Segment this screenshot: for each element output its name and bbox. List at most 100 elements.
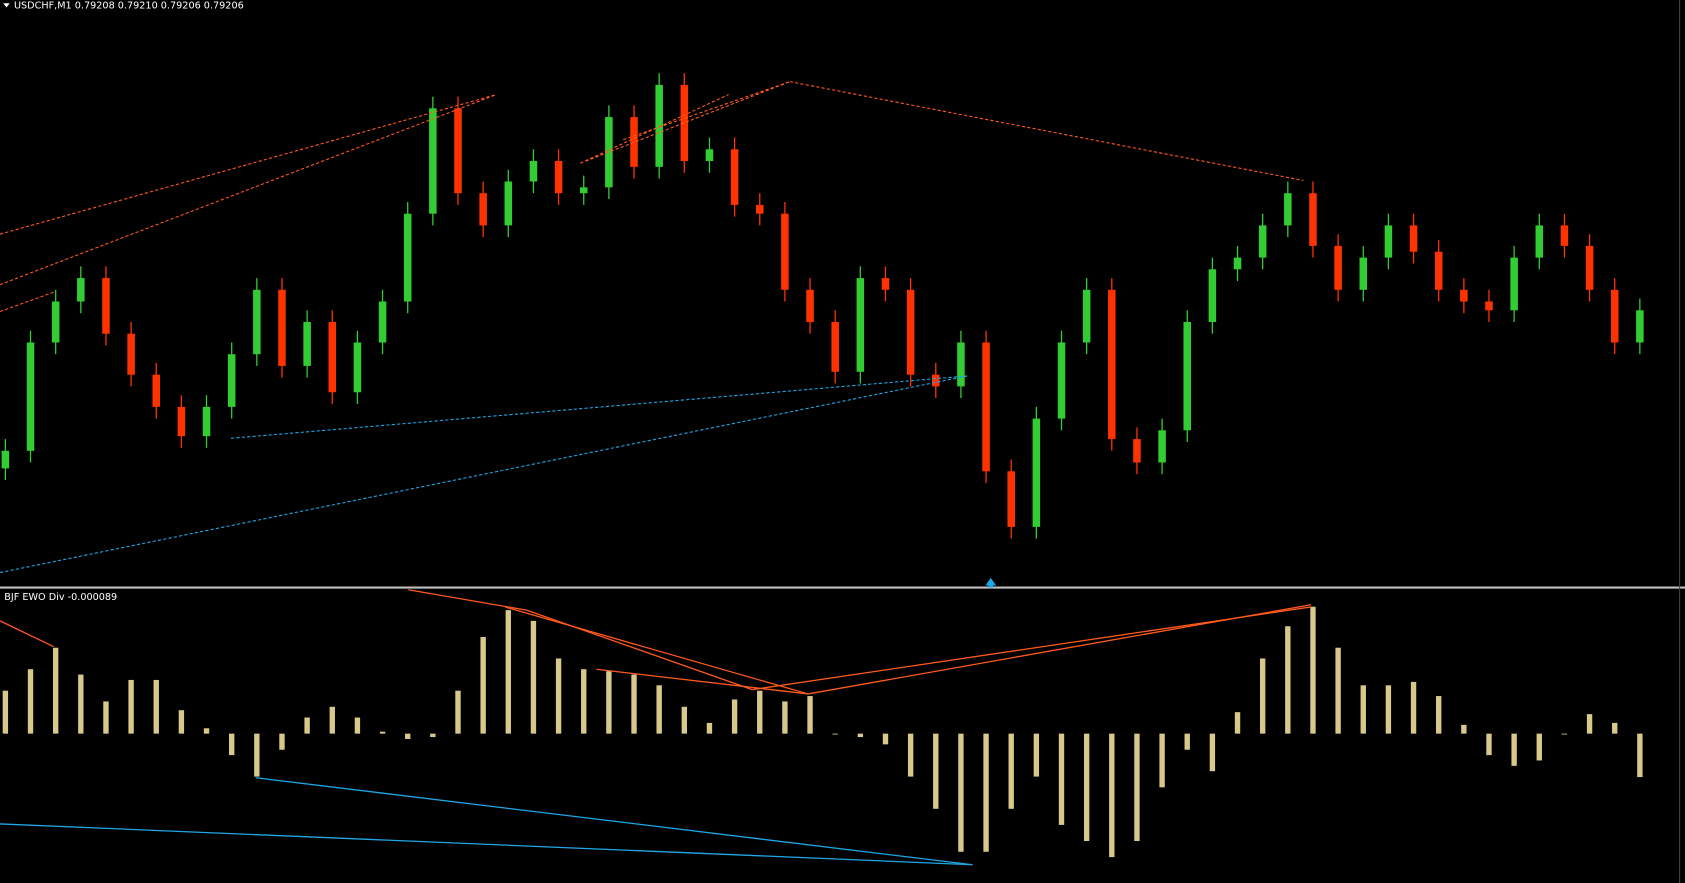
candle-body [429,108,437,214]
candle-body [1284,193,1292,226]
div-line [0,291,54,313]
histogram-bar [379,731,386,734]
div-line [596,668,809,695]
candle-body [1309,193,1317,246]
histogram-bar [1033,733,1040,777]
candle-body [1233,257,1242,270]
candle-body [1082,289,1091,343]
histogram-bar [405,733,411,740]
histogram-bar [1285,626,1291,734]
histogram-bar [782,701,788,734]
indicator-bearish-lines [0,589,1312,695]
candle-body [77,278,85,302]
div-line [504,606,809,695]
histogram-bar [681,706,688,734]
candle-body [856,278,865,372]
candle-body [630,117,638,167]
histogram-bar [1184,733,1190,750]
histogram-bar [329,706,335,734]
bullish-divergence-lines [0,375,968,574]
candle-body [1384,225,1393,258]
histogram-bar [203,728,210,734]
candle-body [328,321,337,393]
signal-arrow [985,577,997,588]
histogram-bar [2,690,9,734]
candle-body [881,278,890,290]
histogram-bar [958,733,964,852]
price-panel [1,73,1644,539]
histogram-bar [1410,681,1417,734]
candle-body [932,374,940,387]
histogram-bar [1360,685,1366,734]
candle-body [378,301,387,343]
candle-body [1057,342,1066,419]
dropdown-triangle[interactable] [3,3,10,8]
candle-body [202,406,211,437]
indicator-bullish-lines [0,777,973,866]
histogram-bar [555,658,562,734]
histogram-bar [354,717,361,734]
histogram-bar [933,733,939,809]
histogram-bar [606,671,612,734]
histogram-bar [656,685,662,734]
histogram-bar [279,733,285,750]
histogram-bar [1310,606,1316,734]
candle-body [1485,301,1493,311]
candle-body [529,160,538,182]
div-line [0,620,55,648]
candle-body [1183,321,1191,431]
candle-body [1636,310,1644,343]
div-line [623,81,791,141]
indicator-header: BJF EWO Div -0.000089 [4,592,117,603]
candle-body [1610,289,1619,343]
div-line [255,777,973,866]
histogram-bar [1259,658,1266,734]
histogram-bar [1436,696,1442,734]
candle-body [906,289,915,375]
histogram-bar [1083,733,1090,842]
histogram-bar [1461,724,1467,734]
histogram-bar [1209,733,1216,772]
histogram-bar [1511,733,1517,766]
candle-body [504,181,513,226]
candle-body [102,278,110,334]
candle-body [1208,269,1217,322]
candle-body [152,374,161,407]
candle-body [479,193,487,226]
div-line [0,375,968,574]
candle-body [755,204,764,214]
histogram-bar [153,679,159,734]
histogram-bar [455,690,461,734]
histogram-bar [254,733,260,777]
histogram-bar [907,733,914,777]
candle-body [1007,471,1015,527]
histogram-bar [581,669,587,734]
candle-body [1359,257,1368,290]
histogram-bar [1612,722,1618,734]
histogram-bar [52,647,59,734]
div-line [408,589,527,611]
div-line [585,81,791,162]
candle-body [655,84,663,167]
candle-body [1585,245,1594,290]
histogram-bar [1134,733,1140,842]
candle-body [1409,225,1418,252]
candle-body [26,342,35,451]
candle-body [1434,251,1443,290]
candle-body [605,117,613,188]
histogram-bar [1335,647,1341,734]
histogram-bar [1486,733,1492,756]
histogram-bar [1008,733,1014,809]
candle-body [403,213,412,302]
histogram-bar [304,717,310,734]
histogram-bar [807,696,813,734]
symbol-header: USDCHF,M1 0.79208 0.79210 0.79206 0.7920… [14,0,244,11]
histogram-bar [1637,733,1643,778]
candle-body [831,321,839,372]
histogram-bar [1159,733,1165,788]
candle-body [1108,289,1116,440]
histogram-bar [832,733,838,735]
